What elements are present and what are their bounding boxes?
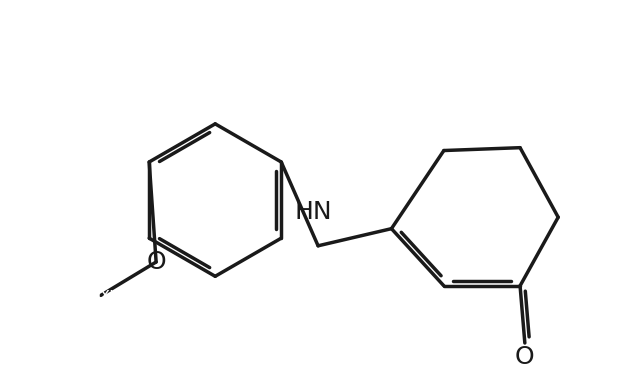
Text: HN: HN bbox=[294, 199, 332, 223]
Text: O: O bbox=[147, 250, 166, 274]
Text: O: O bbox=[515, 345, 534, 368]
Text: methoxy: methoxy bbox=[47, 286, 120, 304]
